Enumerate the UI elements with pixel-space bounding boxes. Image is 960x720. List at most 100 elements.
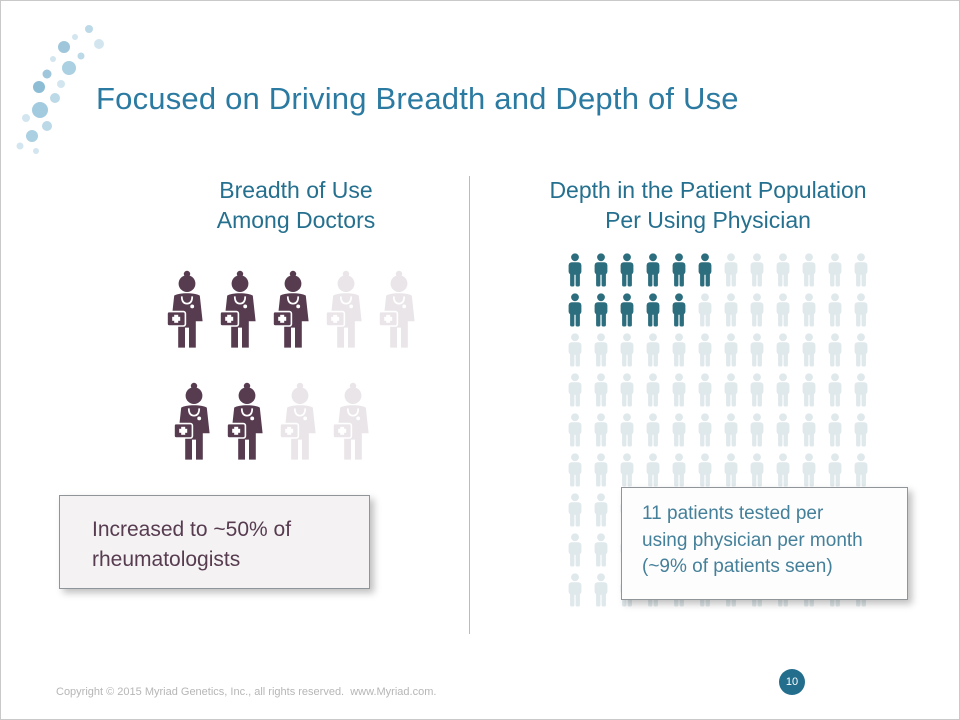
page-number-badge: 10 (779, 669, 805, 695)
person-icon (564, 373, 586, 407)
person-icon (824, 253, 846, 287)
person-icon (850, 293, 872, 327)
person-icon (564, 533, 586, 567)
person-icon (694, 453, 716, 487)
slide-title: Focused on Driving Breadth and Depth of … (96, 81, 739, 116)
person-icon (798, 293, 820, 327)
person-icon (798, 253, 820, 287)
doctor-icon (163, 261, 211, 359)
person-icon (720, 453, 742, 487)
person-icon (642, 293, 664, 327)
person-icon (642, 413, 664, 447)
depth-callout-box: 11 patients tested per using physician p… (621, 487, 908, 600)
breadth-callout-line2: rheumatologists (92, 548, 241, 572)
person-icon (616, 373, 638, 407)
doctor-row (170, 373, 423, 471)
person-icon (824, 293, 846, 327)
person-icon (720, 253, 742, 287)
person-icon (590, 333, 612, 367)
right-column-heading: Depth in the Patient Population Per Usin… (488, 175, 928, 236)
column-divider (469, 176, 470, 634)
person-icon (772, 373, 794, 407)
person-icon (590, 413, 612, 447)
person-icon (668, 453, 690, 487)
person-icon (564, 293, 586, 327)
person-icon (590, 293, 612, 327)
person-icon (694, 253, 716, 287)
doctor-icon (269, 261, 317, 359)
person-icon (590, 373, 612, 407)
person-icon (824, 453, 846, 487)
person-icon (824, 413, 846, 447)
person-icon (590, 533, 612, 567)
doctor-icon (375, 261, 423, 359)
person-icon (616, 333, 638, 367)
person-icon (694, 333, 716, 367)
person-icon (720, 293, 742, 327)
person-icon (616, 293, 638, 327)
right-heading-line2: Per Using Physician (605, 207, 811, 234)
person-icon (616, 413, 638, 447)
person-icon (642, 253, 664, 287)
person-icon (746, 293, 768, 327)
person-icon (668, 373, 690, 407)
person-icon (564, 413, 586, 447)
person-icon (642, 453, 664, 487)
person-icon (564, 573, 586, 607)
person-icon (798, 333, 820, 367)
person-icon (694, 413, 716, 447)
person-icon (850, 373, 872, 407)
doctor-icon (329, 373, 377, 471)
doctor-icon (276, 373, 324, 471)
breadth-callout-box: Increased to ~50% of rheumatologists (59, 495, 370, 589)
depth-callout-line2: using physician per month (642, 529, 863, 551)
person-icon (590, 493, 612, 527)
left-heading-line1: Breadth of Use (219, 177, 373, 203)
doctor-icon (223, 373, 271, 471)
person-icon (772, 253, 794, 287)
person-icon (746, 413, 768, 447)
person-icon (668, 333, 690, 367)
person-icon (746, 373, 768, 407)
person-icon (824, 333, 846, 367)
doctor-icon (322, 261, 370, 359)
person-icon (668, 293, 690, 327)
person-icon (746, 453, 768, 487)
person-icon (772, 453, 794, 487)
logo-dna-dots (16, 25, 104, 154)
person-icon (694, 373, 716, 407)
person-icon (616, 253, 638, 287)
person-icon (798, 453, 820, 487)
person-icon (590, 253, 612, 287)
depth-callout-line3: (~9% of patients seen) (642, 556, 833, 578)
person-icon (772, 333, 794, 367)
person-icon (850, 413, 872, 447)
depth-callout-line1: 11 patients tested per (642, 503, 824, 524)
person-icon (720, 373, 742, 407)
left-column-heading: Breadth of Use Among Doctors (96, 175, 496, 236)
person-icon (564, 493, 586, 527)
person-icon (798, 373, 820, 407)
doctor-icon (216, 261, 264, 359)
left-heading-line2: Among Doctors (216, 207, 376, 234)
person-icon (746, 333, 768, 367)
person-icon (590, 573, 612, 607)
person-icon (798, 413, 820, 447)
footer-copyright: Copyright © 2015 Myriad Genetics, Inc., … (56, 686, 437, 698)
person-icon (668, 253, 690, 287)
person-icon (720, 413, 742, 447)
person-icon (850, 453, 872, 487)
person-icon (746, 253, 768, 287)
person-icon (720, 333, 742, 367)
breadth-callout-line1: Increased to ~50% of (92, 518, 292, 541)
person-icon (668, 413, 690, 447)
right-heading-line1: Depth in the Patient Population (549, 177, 867, 203)
doctor-row (163, 261, 423, 359)
person-icon (772, 413, 794, 447)
doctor-pictogram (163, 261, 423, 471)
person-icon (564, 253, 586, 287)
person-icon (642, 373, 664, 407)
person-icon (564, 453, 586, 487)
person-icon (772, 293, 794, 327)
